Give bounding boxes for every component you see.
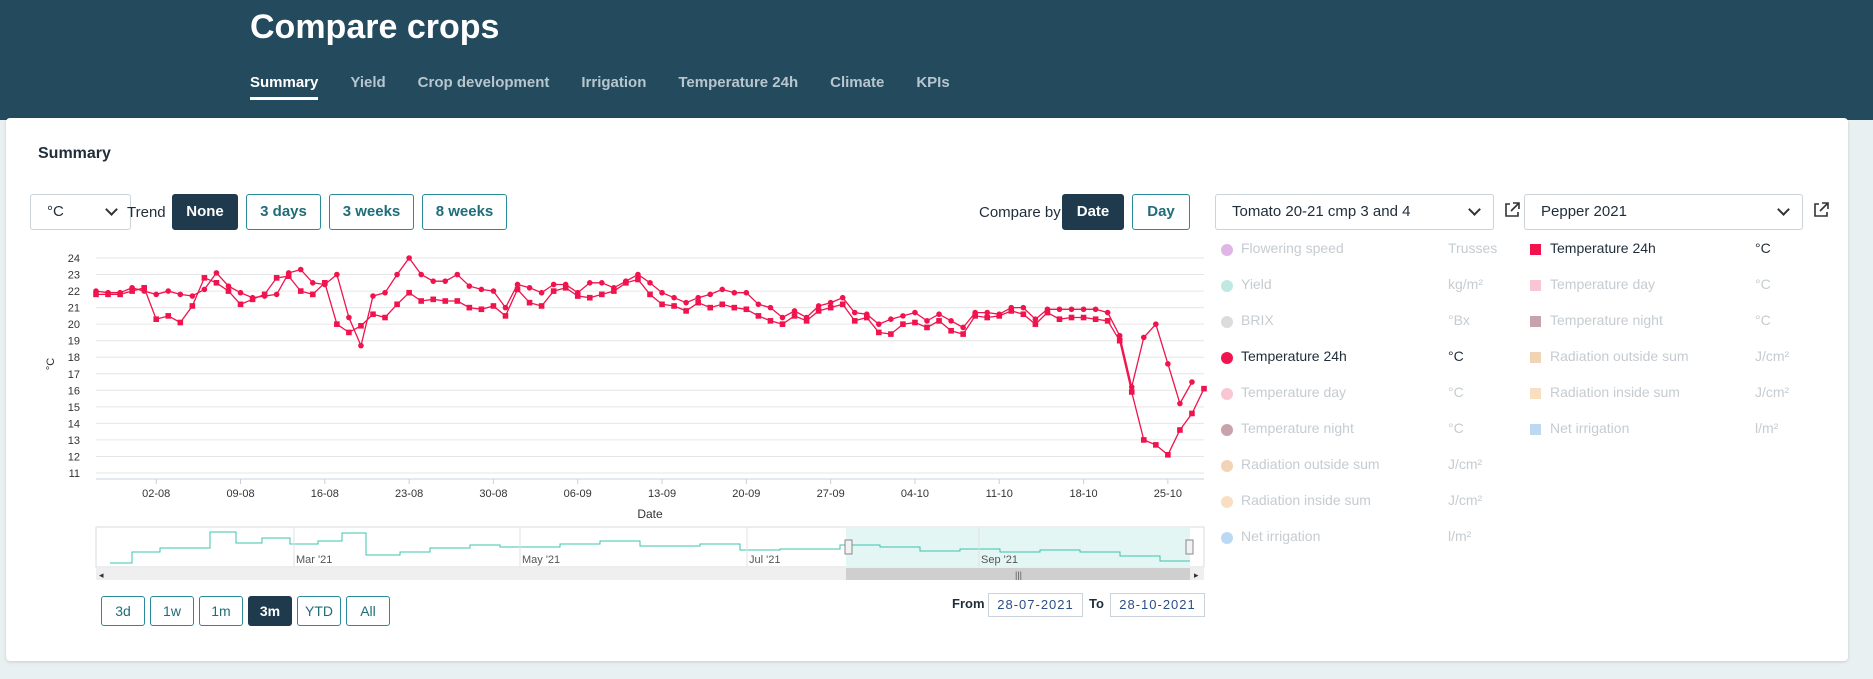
legend-unit: °C — [1755, 312, 1771, 328]
legend-name: Radiation outside sum — [1550, 348, 1689, 364]
legend-marker — [1530, 424, 1541, 435]
legend-marker — [1221, 244, 1233, 256]
range-1w-button[interactable]: 1w — [150, 596, 194, 626]
tab-kpis[interactable]: KPIs — [916, 74, 950, 91]
summary-card: Summary °C Trend None 3 days 3 weeks 8 w… — [6, 118, 1848, 661]
legend-marker — [1530, 244, 1541, 255]
crop-select-1-value: Tomato 20-21 cmp 3 and 4 — [1232, 203, 1411, 220]
legend-marker — [1221, 424, 1233, 436]
to-label: To — [1089, 596, 1104, 611]
range-1m-button[interactable]: 1m — [199, 596, 243, 626]
legend-marker — [1530, 388, 1541, 399]
legend-unit: °C — [1448, 420, 1464, 436]
trend-none-button[interactable]: None — [172, 194, 238, 230]
legend-name: Radiation inside sum — [1241, 492, 1371, 508]
tab-crop-development[interactable]: Crop development — [417, 74, 550, 91]
chevron-down-icon — [1468, 203, 1481, 216]
tab-summary[interactable]: Summary — [250, 74, 319, 100]
tab-bar: Summary Yield Crop development Irrigatio… — [250, 74, 950, 100]
legend-unit: °C — [1755, 276, 1771, 292]
legend-name: Temperature day — [1550, 276, 1656, 292]
card-title: Summary — [38, 145, 111, 162]
crop-select-1[interactable]: Tomato 20-21 cmp 3 and 4 — [1215, 194, 1494, 230]
legend-name: Temperature day — [1241, 384, 1347, 400]
trend-label: Trend — [127, 204, 166, 221]
to-date-input[interactable]: 28-10-2021 — [1110, 593, 1205, 617]
tab-yield[interactable]: Yield — [350, 74, 386, 91]
legend-marker — [1221, 532, 1233, 544]
external-link-icon[interactable] — [1503, 201, 1521, 219]
legend-unit: °C — [1755, 240, 1771, 256]
legend-name: Temperature night — [1550, 312, 1663, 328]
legend-unit: J/cm² — [1755, 348, 1790, 364]
legend-marker — [1221, 352, 1233, 364]
crop-select-2[interactable]: Pepper 2021 — [1524, 194, 1803, 230]
from-date-input[interactable]: 28-07-2021 — [988, 593, 1083, 617]
chevron-down-icon — [1777, 203, 1790, 216]
legend-name: Radiation inside sum — [1550, 384, 1680, 400]
legend-unit: °C — [1448, 348, 1464, 364]
range-3m-button[interactable]: 3m — [248, 596, 292, 626]
legend-name: Temperature 24h — [1241, 348, 1347, 364]
chevron-down-icon — [105, 203, 118, 216]
legend-name: Radiation outside sum — [1241, 456, 1380, 472]
legend-name: Net irrigation — [1241, 528, 1321, 544]
legend-unit: Trusses — [1448, 240, 1498, 256]
legend-name: Temperature 24h — [1550, 240, 1656, 256]
legend-name: Yield — [1241, 276, 1272, 292]
legend-unit: °C — [1448, 384, 1464, 400]
legend-unit: kg/m² — [1448, 276, 1483, 292]
trend-3weeks-button[interactable]: 3 weeks — [329, 194, 414, 230]
compare-by-label: Compare by — [979, 204, 1061, 221]
app-header: Compare crops Summary Yield Crop develop… — [0, 0, 1873, 120]
legend-unit: °Bx — [1448, 312, 1470, 328]
legend-unit: l/m² — [1448, 528, 1472, 544]
legend-unit: J/cm² — [1448, 492, 1483, 508]
legend-name: Flowering speed — [1241, 240, 1344, 256]
unit-select[interactable]: °C — [30, 194, 131, 230]
compare-date-button[interactable]: Date — [1062, 194, 1124, 230]
legend-marker — [1221, 388, 1233, 400]
legend-marker — [1530, 280, 1541, 291]
from-label: From — [952, 596, 985, 611]
legend-marker — [1221, 460, 1233, 472]
external-link-icon[interactable] — [1812, 201, 1830, 219]
unit-select-value: °C — [47, 203, 64, 220]
crop-select-2-value: Pepper 2021 — [1541, 203, 1627, 220]
tab-irrigation[interactable]: Irrigation — [581, 74, 647, 91]
compare-day-button[interactable]: Day — [1132, 194, 1190, 230]
legend-unit: J/cm² — [1755, 384, 1790, 400]
range-3d-button[interactable]: 3d — [101, 596, 145, 626]
legend-marker — [1530, 316, 1541, 327]
legend-marker — [1221, 316, 1233, 328]
range-ytd-button[interactable]: YTD — [297, 596, 341, 626]
legend-name: Temperature night — [1241, 420, 1354, 436]
legend-name: BRIX — [1241, 312, 1274, 328]
tab-climate[interactable]: Climate — [830, 74, 885, 91]
page-title: Compare crops — [250, 8, 500, 46]
legend-marker — [1221, 280, 1233, 292]
legend-unit: J/cm² — [1448, 456, 1483, 472]
tab-temperature-24h[interactable]: Temperature 24h — [678, 74, 799, 91]
range-all-button[interactable]: All — [346, 596, 390, 626]
trend-3days-button[interactable]: 3 days — [246, 194, 321, 230]
trend-8weeks-button[interactable]: 8 weeks — [422, 194, 507, 230]
legend-marker — [1221, 496, 1233, 508]
legend-unit: l/m² — [1755, 420, 1779, 436]
legend-name: Net irrigation — [1550, 420, 1630, 436]
legend-marker — [1530, 352, 1541, 363]
